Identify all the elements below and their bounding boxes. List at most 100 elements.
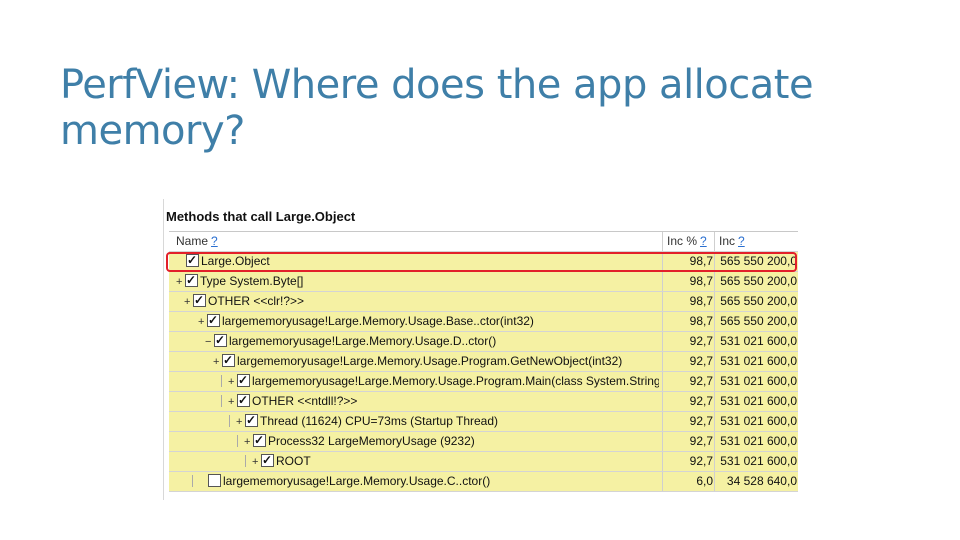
panel-title: Methods that call Large.Object bbox=[166, 209, 356, 224]
table-row[interactable]: − largememoryusage!Large.Memory.Usage.D..… bbox=[169, 332, 798, 352]
row-inc: 531 021 600,0 bbox=[714, 432, 797, 451]
expand-icon[interactable]: + bbox=[244, 436, 251, 448]
row-inc: 34 528 640,0 bbox=[714, 472, 797, 491]
checkbox-icon[interactable] bbox=[207, 312, 220, 330]
tree-guide-line bbox=[192, 475, 193, 487]
row-inc-pct: 98,7 bbox=[662, 292, 713, 311]
row-name-label: Large.Object bbox=[201, 254, 270, 268]
checkbox-icon[interactable] bbox=[261, 452, 274, 470]
row-inc: 531 021 600,0 bbox=[714, 392, 797, 411]
checkbox-icon[interactable] bbox=[208, 474, 221, 487]
row-name-label: largememoryusage!Large.Memory.Usage.D..c… bbox=[229, 334, 497, 348]
row-name-cell[interactable]: + OTHER <<ntdll!?>> bbox=[169, 392, 659, 411]
row-inc-pct: 92,7 bbox=[662, 332, 713, 351]
tree-guide-line bbox=[221, 375, 222, 387]
checkbox-icon[interactable] bbox=[237, 372, 250, 390]
row-name-label: ROOT bbox=[276, 454, 311, 468]
expand-icon[interactable]: + bbox=[252, 456, 259, 468]
row-name-cell[interactable]: + Process32 LargeMemoryUsage (9232) bbox=[169, 432, 659, 451]
row-inc: 565 550 200,0 bbox=[714, 292, 797, 311]
row-inc: 531 021 600,0 bbox=[714, 372, 797, 391]
row-name-cell[interactable]: + largememoryusage!Large.Memory.Usage.Bas… bbox=[169, 312, 659, 331]
checkbox-icon[interactable] bbox=[185, 272, 198, 290]
expand-icon[interactable]: + bbox=[176, 276, 183, 288]
expand-icon[interactable]: + bbox=[184, 296, 191, 308]
expand-icon[interactable]: + bbox=[228, 396, 235, 408]
row-name-cell[interactable]: + largememoryusage!Large.Memory.Usage.Pro… bbox=[169, 352, 659, 371]
row-inc: 531 021 600,0 bbox=[714, 352, 797, 371]
row-inc-pct: 92,7 bbox=[662, 452, 713, 471]
slide-title: PerfView: Where does the app allocate me… bbox=[60, 62, 814, 154]
table-row[interactable]: + Thread (11624) CPU=73ms (Startup Thread… bbox=[169, 412, 798, 432]
expand-icon[interactable]: + bbox=[213, 356, 220, 368]
checkbox-icon[interactable] bbox=[245, 412, 258, 430]
column-header-name[interactable]: Name? bbox=[169, 232, 659, 251]
row-name-cell[interactable]: − largememoryusage!Large.Memory.Usage.D..… bbox=[169, 332, 659, 351]
table-row[interactable]: + largememoryusage!Large.Memory.Usage.Pro… bbox=[169, 372, 798, 392]
grid-header: Name? Inc %? Inc? bbox=[169, 232, 798, 252]
column-header-name-label: Name bbox=[176, 234, 209, 248]
help-link[interactable]: ? bbox=[700, 234, 707, 248]
help-link[interactable]: ? bbox=[738, 234, 745, 248]
checkbox-icon[interactable] bbox=[193, 292, 206, 310]
row-name-label: OTHER <<clr!?>> bbox=[208, 294, 305, 308]
checkbox-icon[interactable] bbox=[237, 392, 250, 410]
row-inc-pct: 92,7 bbox=[662, 392, 713, 411]
row-name-label: Type System.Byte[] bbox=[200, 274, 304, 288]
row-name-label: largememoryusage!Large.Memory.Usage.C..c… bbox=[223, 474, 491, 488]
row-inc-pct: 98,7 bbox=[662, 272, 713, 291]
perfview-screenshot: Methods that call Large.Object Name? Inc… bbox=[163, 199, 798, 500]
checkbox-icon[interactable] bbox=[186, 252, 199, 270]
row-name-label: largememoryusage!Large.Memory.Usage.Prog… bbox=[237, 354, 623, 368]
selection-highlight-box bbox=[166, 252, 797, 272]
checkbox-icon[interactable] bbox=[222, 352, 235, 370]
row-name-label: largememoryusage!Large.Memory.Usage.Prog… bbox=[252, 374, 659, 388]
row-name-cell[interactable]: Large.Object bbox=[169, 252, 659, 271]
row-inc: 565 550 200,0 bbox=[714, 312, 797, 331]
row-inc: 531 021 600,0 bbox=[714, 332, 797, 351]
row-name-cell[interactable]: + Thread (11624) CPU=73ms (Startup Thread… bbox=[169, 412, 659, 431]
row-name-cell[interactable]: largememoryusage!Large.Memory.Usage.C..c… bbox=[169, 472, 659, 491]
row-inc-pct: 92,7 bbox=[662, 412, 713, 431]
table-row[interactable]: + largememoryusage!Large.Memory.Usage.Pro… bbox=[169, 352, 798, 372]
table-row[interactable]: + largememoryusage!Large.Memory.Usage.Bas… bbox=[169, 312, 798, 332]
row-inc-pct: 92,7 bbox=[662, 352, 713, 371]
column-header-inc-pct[interactable]: Inc %? bbox=[662, 232, 712, 251]
checkbox-icon[interactable] bbox=[253, 432, 266, 450]
help-link[interactable]: ? bbox=[211, 234, 218, 248]
row-inc-pct: 98,7 bbox=[662, 252, 713, 271]
column-header-inc-pct-label: Inc % bbox=[667, 234, 698, 248]
row-name-cell[interactable]: + Type System.Byte[] bbox=[169, 272, 659, 291]
expand-icon[interactable]: + bbox=[198, 316, 205, 328]
table-row[interactable]: + Process32 LargeMemoryUsage (9232) 92,753… bbox=[169, 432, 798, 452]
row-inc-pct: 92,7 bbox=[662, 372, 713, 391]
row-inc-pct: 6,0 bbox=[662, 472, 713, 491]
row-name-cell[interactable]: + largememoryusage!Large.Memory.Usage.Pro… bbox=[169, 372, 659, 391]
row-inc: 531 021 600,0 bbox=[714, 452, 797, 471]
tree-guide-line bbox=[245, 455, 246, 467]
row-name-label: Thread (11624) CPU=73ms (Startup Thread) bbox=[260, 414, 499, 428]
row-name-cell[interactable]: + ROOT bbox=[169, 452, 659, 471]
row-name-cell[interactable]: + OTHER <<clr!?>> bbox=[169, 292, 659, 311]
tree-guide-line bbox=[221, 395, 222, 407]
row-inc: 565 550 200,0 bbox=[714, 252, 797, 271]
tree-guide-line bbox=[237, 435, 238, 447]
expand-icon[interactable]: + bbox=[228, 376, 235, 388]
row-name-label: largememoryusage!Large.Memory.Usage.Base… bbox=[222, 314, 534, 328]
column-header-inc[interactable]: Inc? bbox=[714, 232, 796, 251]
row-inc-pct: 98,7 bbox=[662, 312, 713, 331]
expand-icon[interactable]: − bbox=[205, 336, 212, 348]
expand-icon[interactable]: + bbox=[236, 416, 243, 428]
table-row[interactable]: largememoryusage!Large.Memory.Usage.C..c… bbox=[169, 472, 798, 492]
row-inc: 531 021 600,0 bbox=[714, 412, 797, 431]
column-header-inc-label: Inc bbox=[719, 234, 736, 248]
row-name-label: OTHER <<ntdll!?>> bbox=[252, 394, 358, 408]
checkbox-icon[interactable] bbox=[214, 332, 227, 350]
row-name-label: Process32 LargeMemoryUsage (9232) bbox=[268, 434, 475, 448]
tree-guide-line bbox=[229, 415, 230, 427]
